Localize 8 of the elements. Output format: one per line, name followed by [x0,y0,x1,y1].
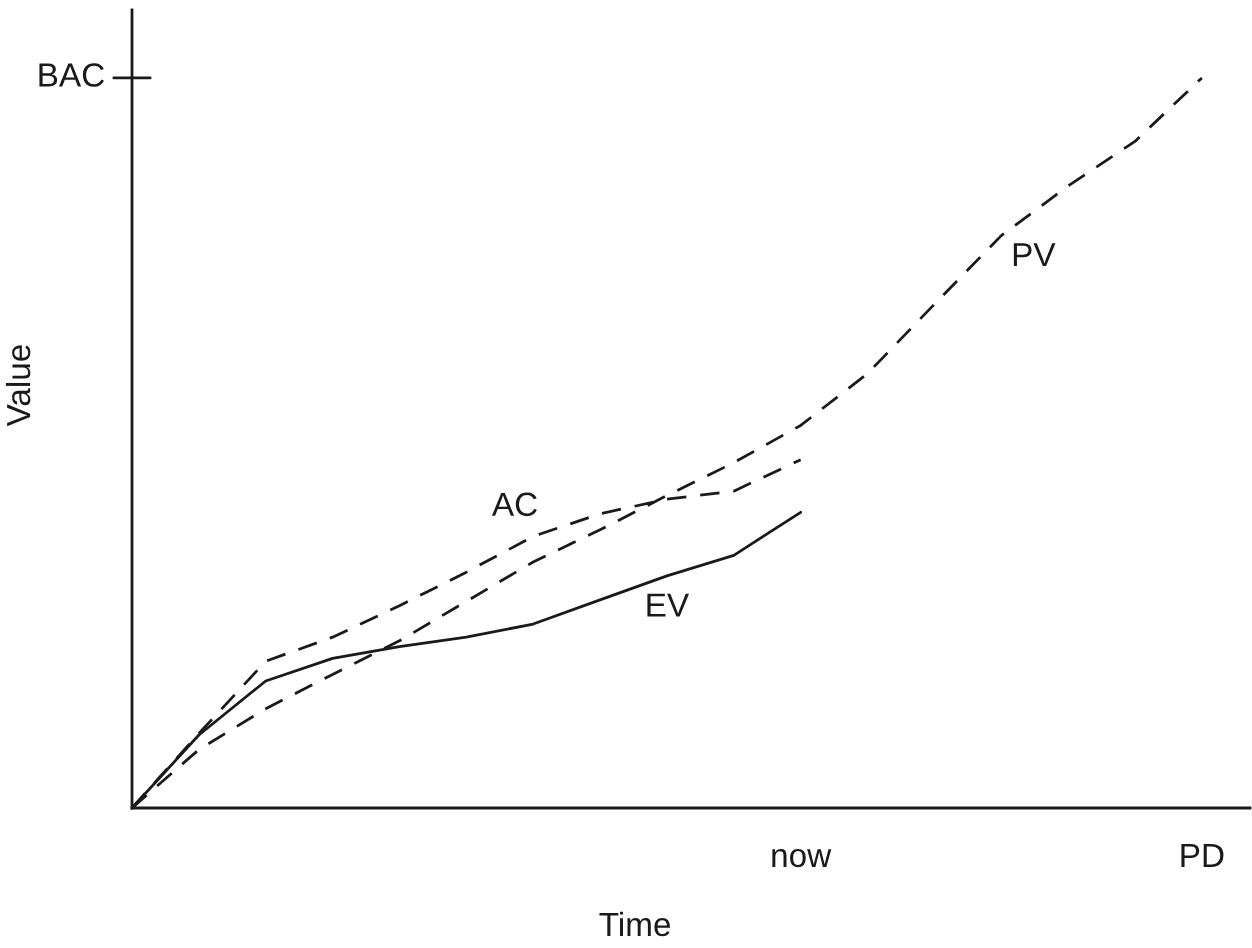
series-label: AC [491,492,537,517]
x-tick-label: now [772,848,832,868]
x-tick-label: PD [1181,843,1224,867]
series-label: PV [1013,243,1056,267]
text: BAC [39,63,104,87]
series-label: EV [647,593,690,617]
y-axis-title: Value [5,345,31,427]
x-axis-title: Time [599,911,671,937]
